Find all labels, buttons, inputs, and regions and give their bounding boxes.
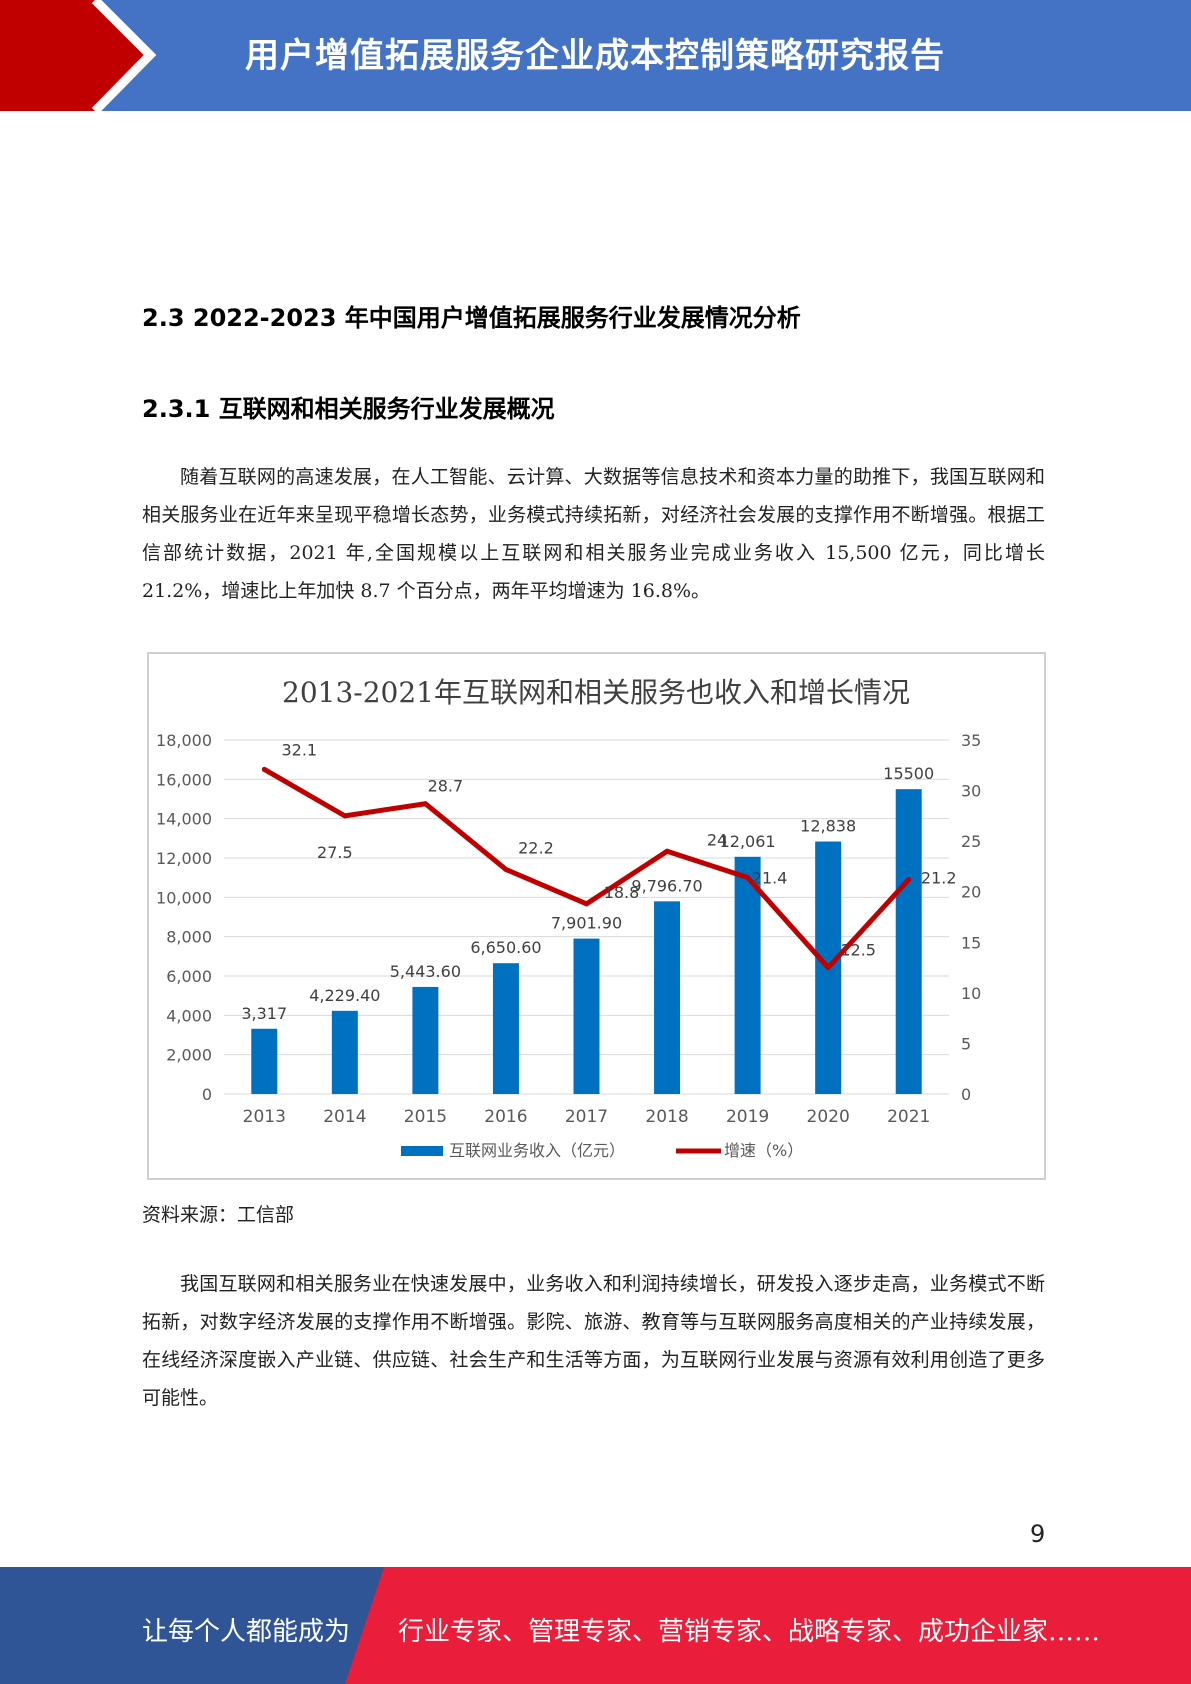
y-right-tick-label: 0	[961, 1085, 971, 1104]
y-right-tick-label: 20	[961, 883, 981, 902]
page-footer: 让每个人都能成为 行业专家、管理专家、营销专家、战略专家、成功企业家……	[0, 1567, 1191, 1684]
revenue-growth-chart: 2013-2021年互联网和相关服务也收入和增长情况 0 2,000 4,000 6,0…	[156, 676, 981, 1160]
footer-slogan-left: 让每个人都能成为	[142, 1617, 351, 1647]
chart-title: 2013-2021年互联网和相关服务也收入和增长情况	[282, 676, 910, 709]
x-tick-label: 2018	[645, 1107, 688, 1127]
y-left-tick-label: 16,000	[156, 770, 212, 789]
bar	[573, 938, 600, 1094]
growth-point	[503, 866, 509, 872]
bar	[734, 856, 761, 1094]
paragraph-intro: 随着互联网的高速发展，在人工智能、云计算、大数据等信息技术和资本力量的助推下，我…	[142, 466, 1045, 602]
subsection-heading: 2.3.1 互联网和相关服务行业发展概况	[142, 395, 555, 423]
y-left-tick-label: 2,000	[166, 1046, 212, 1065]
x-tick-label: 2015	[404, 1107, 447, 1127]
growth-point	[745, 875, 751, 881]
bar-data-label: 4,229.40	[309, 986, 380, 1005]
bar	[412, 986, 439, 1094]
growth-point	[261, 766, 267, 772]
bar-data-label: 6,650.60	[470, 938, 541, 957]
x-tick-label: 2016	[484, 1107, 527, 1127]
growth-point	[342, 813, 348, 819]
footer-decoration	[0, 1567, 384, 1684]
x-tick-label: 2020	[807, 1107, 850, 1127]
line-data-label: 28.7	[428, 777, 464, 796]
y-left-tick-label: 14,000	[156, 810, 212, 829]
legend-line-label: 增速（%）	[724, 1141, 803, 1160]
y-left-tick-label: 8,000	[166, 928, 212, 947]
line-data-label: 22.2	[518, 838, 554, 857]
x-tick-label: 2014	[323, 1107, 366, 1127]
y-left-tick-label: 12,000	[156, 849, 212, 868]
bar-data-label: 15500	[883, 764, 934, 783]
bar	[654, 901, 681, 1094]
legend-bar-label: 互联网业务收入（亿元）	[449, 1141, 625, 1160]
footer-slogan-right: 行业专家、管理专家、营销专家、战略专家、成功企业家……	[398, 1617, 1101, 1647]
bar-data-label: 12,061	[720, 832, 776, 851]
x-tick-label: 2017	[565, 1107, 608, 1127]
line-data-label: 32.1	[281, 740, 317, 759]
growth-point	[664, 848, 670, 854]
page-number: 9	[1030, 1520, 1046, 1548]
legend-bar-swatch	[401, 1146, 443, 1156]
y-right-tick-label: 30	[961, 782, 981, 801]
y-left-tick-label: 18,000	[156, 731, 212, 750]
line-data-label: 24	[707, 830, 727, 849]
x-tick-label: 2019	[726, 1107, 769, 1127]
bar	[492, 963, 519, 1094]
report-title: 用户增值拓展服务企业成本控制策略研究报告	[245, 36, 945, 76]
bar	[251, 1028, 278, 1094]
chart-container: 2013-2021年互联网和相关服务也收入和增长情况 0 2,000 4,000 6,0…	[147, 652, 1046, 1180]
bar	[331, 1010, 358, 1094]
bar-data-label: 9,796.70	[631, 876, 702, 895]
line-data-label: 21.2	[921, 869, 957, 888]
growth-point	[825, 965, 831, 971]
y-left-tick-label: 0	[202, 1085, 212, 1104]
x-tick-label: 2021	[887, 1107, 930, 1127]
line-data-label: 12.5	[840, 941, 876, 960]
bar	[895, 789, 922, 1094]
y-left-tick-label: 6,000	[166, 967, 212, 986]
growth-point	[584, 901, 589, 907]
y-left-tick-label: 10,000	[156, 888, 212, 907]
bar-data-label: 5,443.60	[390, 962, 461, 981]
y-right-tick-label: 35	[961, 731, 981, 750]
paragraph-summary: 我国互联网和相关服务业在快速发展中，业务收入和利润持续增长，研发投入逐步走高，业…	[142, 1273, 1045, 1409]
page-header: 用户增值拓展服务企业成本控制策略研究报告	[0, 0, 1191, 111]
line-data-label: 18.8	[604, 883, 640, 902]
x-tick-label: 2013	[243, 1107, 286, 1127]
bar-data-label: 3,317	[241, 1004, 287, 1023]
header-decoration	[0, 0, 157, 111]
y-right-tick-label: 10	[961, 984, 981, 1003]
growth-point	[422, 801, 428, 807]
section-heading: 2.3 2022-2023 年中国用户增值拓展服务行业发展情况分析	[142, 304, 801, 332]
y-right-tick-label: 25	[961, 832, 981, 851]
line-data-label: 21.4	[752, 869, 788, 888]
growth-line	[263, 767, 911, 971]
growth-point	[906, 877, 912, 883]
y-right-tick-label: 15	[961, 933, 981, 952]
line-data-label: 27.5	[317, 843, 353, 862]
y-left-tick-label: 4,000	[166, 1006, 212, 1025]
bar-data-label: 12,838	[800, 817, 856, 836]
bar-data-label: 7,901.90	[551, 914, 622, 933]
y-right-tick-label: 5	[961, 1034, 971, 1053]
source-note: 资料来源：工信部	[142, 1204, 295, 1226]
